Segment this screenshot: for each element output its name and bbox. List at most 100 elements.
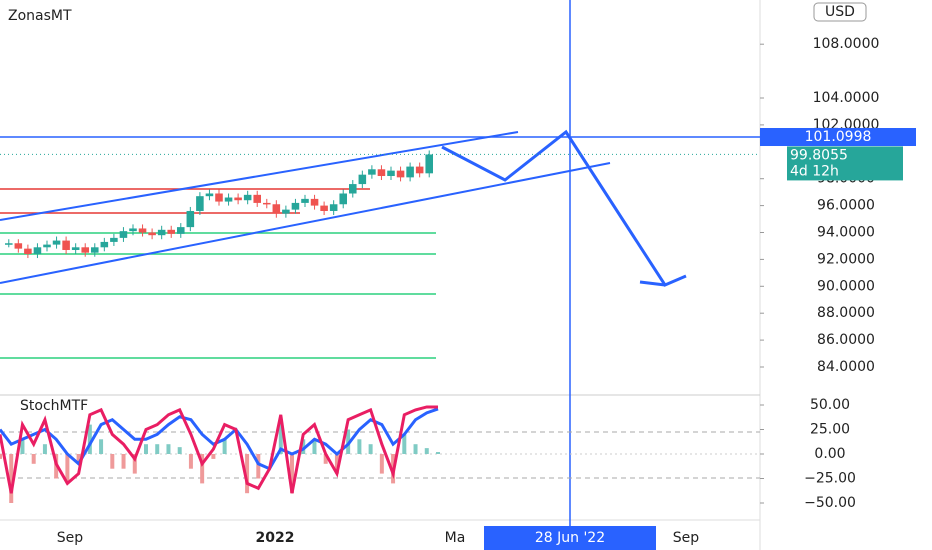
histogram-bar — [166, 444, 171, 454]
crosshair-time: 28 Jun '22 — [535, 530, 605, 546]
price-tick-label: 108.0000 — [813, 36, 880, 52]
price-tick-label: 104.0000 — [813, 90, 880, 106]
candle — [177, 227, 185, 234]
histogram-bar — [99, 439, 104, 454]
histogram-bar — [436, 452, 440, 454]
candle — [425, 154, 433, 174]
histogram-bar — [323, 454, 328, 464]
indicator-tick-label: 0.00 — [814, 446, 845, 462]
candle — [138, 228, 147, 233]
projection-arrow — [639, 280, 666, 287]
d-line — [0, 407, 439, 471]
price-label-box — [760, 128, 916, 147]
histogram-bar — [65, 454, 70, 484]
candle — [196, 196, 204, 211]
histogram-bar — [368, 444, 373, 454]
indicator-name: StochMTF — [20, 398, 88, 414]
candle — [81, 247, 89, 253]
price-tick-label: 96.0000 — [817, 198, 875, 214]
histogram-bar — [413, 444, 418, 454]
histogram-bar — [20, 439, 25, 454]
histogram-bar — [31, 454, 36, 464]
price-label: 101.0998 — [805, 129, 872, 145]
candle — [215, 193, 223, 202]
price-tick-label: 86.0000 — [817, 332, 875, 348]
channel — [0, 129, 687, 287]
histogram-bar — [87, 424, 92, 454]
candle — [243, 194, 252, 201]
indicator-tick-label: 50.00 — [810, 397, 850, 413]
candle — [282, 209, 290, 214]
time-label: 2022 — [256, 530, 295, 546]
last-price-box — [787, 146, 903, 181]
candle — [186, 210, 195, 228]
price-tick-label: 94.0000 — [817, 225, 875, 241]
candle — [205, 193, 214, 197]
last-price-label: 99.8055 — [790, 147, 848, 163]
candle — [358, 174, 367, 185]
histogram-bar — [424, 448, 429, 454]
candle — [406, 166, 414, 178]
histogram-bar — [200, 454, 205, 484]
histogram-bar — [379, 454, 384, 474]
candle — [329, 204, 338, 211]
histogram-bar — [9, 454, 14, 503]
histogram-bar — [357, 439, 362, 454]
symbol-label: ZonasMT — [8, 8, 72, 24]
candle — [349, 184, 357, 194]
histogram-bar — [132, 454, 137, 474]
histogram-bar — [301, 439, 306, 454]
histogram-bar — [334, 454, 339, 474]
histogram-bar — [188, 454, 193, 469]
histogram-bar — [0, 454, 2, 459]
histogram-bar — [144, 444, 148, 454]
k-line — [0, 405, 438, 494]
projection-path — [441, 129, 687, 287]
candle — [224, 197, 233, 202]
histogram-bar — [222, 439, 227, 454]
candle — [396, 170, 405, 178]
candle — [148, 232, 156, 236]
channel-top — [0, 131, 519, 221]
candle — [14, 243, 23, 249]
price-tick-label: 84.0000 — [817, 359, 875, 375]
candle — [119, 231, 128, 238]
countdown-label: 4d 12h — [790, 163, 839, 179]
histogram-bar — [177, 447, 182, 454]
histogram-bar — [211, 454, 216, 459]
price-tick-label: 88.0000 — [817, 305, 875, 321]
candle — [157, 229, 166, 236]
candle — [263, 202, 271, 205]
candle — [91, 247, 99, 253]
candle — [339, 193, 347, 205]
candle — [43, 244, 51, 248]
candle — [310, 198, 319, 206]
currency-label[interactable]: USD — [825, 4, 855, 20]
candle — [62, 240, 70, 250]
candle — [301, 198, 309, 203]
candle — [253, 194, 261, 203]
histogram-bar — [290, 454, 294, 494]
candle — [387, 170, 395, 177]
candle — [377, 169, 386, 177]
candle — [234, 197, 242, 201]
histogram-bar — [121, 454, 126, 469]
histogram-bar — [245, 454, 250, 494]
candle — [24, 248, 32, 255]
time-label: Sep — [673, 530, 700, 546]
indicator-tick-label: −25.00 — [804, 471, 856, 487]
crosshair-time-box — [484, 526, 656, 550]
indicator-tick-label: −50.00 — [804, 495, 856, 511]
histogram-bar — [402, 434, 407, 454]
candle — [167, 229, 175, 234]
currency-button[interactable] — [813, 2, 867, 22]
candle — [320, 205, 328, 211]
candle — [52, 240, 61, 245]
histogram-bar — [76, 454, 81, 464]
candle — [71, 247, 80, 250]
histogram-bar — [312, 439, 317, 454]
indicator-tick-label: 25.00 — [810, 422, 850, 438]
candle — [129, 228, 137, 232]
histogram-bar — [155, 444, 160, 454]
price-tick-label: 92.0000 — [817, 251, 875, 267]
